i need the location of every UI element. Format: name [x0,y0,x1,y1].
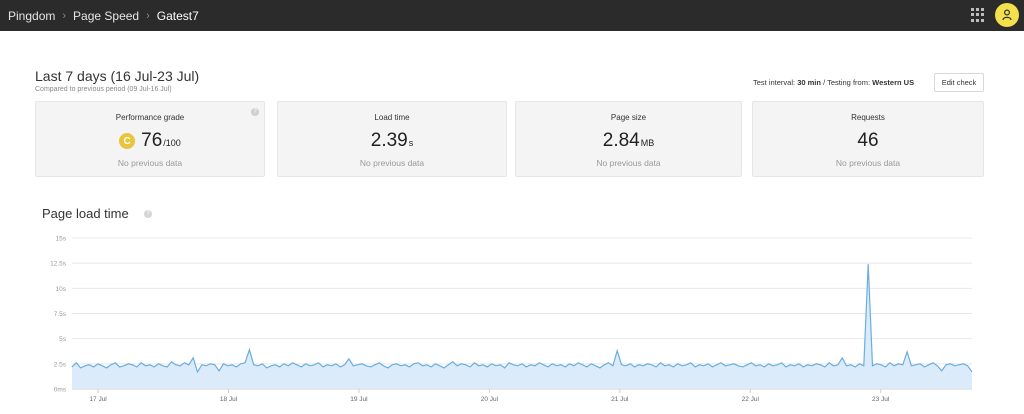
card-value: 46 [857,130,879,151]
test-interval-label: Test interval: [753,78,796,87]
x-tick-label: 19 Jul [350,396,368,403]
breadcrumb-page-speed[interactable]: Page Speed [73,8,140,23]
requests-card: Requests 46 No previous data [752,101,984,177]
performance-grade-card: ? Performance grade C 76 /100 No previou… [35,101,265,177]
app-grid-icon[interactable] [971,8,985,22]
y-tick-label: 10s [56,286,67,293]
card-value-row: 2.84 MB [516,130,741,152]
card-value-row: 46 [753,130,983,152]
chevron-right-icon: › [62,9,67,22]
y-axis: 0ms 2.5s 5s 7.5s 10s 12.5s 15s [50,236,67,394]
card-unit: s [408,138,414,148]
chart-title: Page load time [42,206,129,221]
avatar[interactable] [995,3,1019,27]
card-note: No previous data [359,158,425,168]
card-label: Load time [374,113,410,122]
x-tick-label: 21 Jul [611,396,629,403]
breadcrumb-pingdom[interactable]: Pingdom [8,8,56,23]
user-icon [1002,9,1012,21]
y-tick-label: 2.5s [54,361,67,368]
page-load-time-chart: 0ms 2.5s 5s 7.5s 10s 12.5s 15s 17 Jul 18 Jul 19 … [50,236,973,403]
load-time-area [72,264,972,389]
breadcrumb: Pingdom › Page Speed › Gatest7 [0,9,199,23]
x-tick-label: 18 Jul [220,396,238,403]
comparison-subtitle: Compared to previous period (09 Jul-16 J… [35,86,172,93]
x-tick-label: 20 Jul [481,396,499,403]
card-value: 76 [141,130,163,151]
test-interval-value: 30 min [797,78,821,87]
y-tick-label: 15s [56,236,67,243]
card-value-row: 2.39 s [278,130,506,152]
x-axis: 17 Jul 18 Jul 19 Jul 20 Jul 21 Jul 22 Jul 23 J… [72,388,972,403]
x-tick-label: 17 Jul [89,396,107,403]
test-info: Test interval: 30 min / Testing from: We… [753,78,914,87]
testing-from-label: / Testing from: [823,78,871,87]
card-unit: MB [640,138,655,148]
y-tick-label: 7.5s [54,311,67,318]
page-title: Last 7 days (16 Jul-23 Jul) [35,68,200,84]
x-tick-label: 23 Jul [872,396,890,403]
breadcrumb-current: Gatest7 [156,8,199,23]
card-unit: /100 [163,138,181,148]
grade-badge: C [119,133,136,149]
page-size-card: Page size 2.84 MB No previous data [515,101,742,177]
card-value: 2.84 [602,130,640,151]
card-value-row: C 76 /100 [36,130,264,152]
help-icon[interactable]: ? [144,210,152,218]
load-time-line [71,264,973,374]
card-label: Performance grade [115,113,185,122]
load-time-card: Load time 2.39 s No previous data [277,101,507,177]
x-tick-label: 22 Jul [742,396,760,403]
chevron-right-icon: › [146,9,150,22]
help-icon[interactable]: ? [251,108,259,116]
y-tick-label: 0ms [54,387,67,394]
card-value: 2.39 [370,130,408,151]
edit-check-button[interactable]: Edit check [934,73,984,92]
testing-from-value: Western US [872,78,915,87]
card-note: No previous data [117,158,183,168]
y-tick-label: 5s [59,336,67,343]
top-bar: Pingdom › Page Speed › Gatest7 [0,0,1024,31]
card-label: Page size [610,113,647,122]
card-note: No previous data [596,158,661,168]
card-label: Requests [851,113,885,122]
y-tick-label: 12.5s [50,261,67,268]
card-note: No previous data [835,158,901,168]
